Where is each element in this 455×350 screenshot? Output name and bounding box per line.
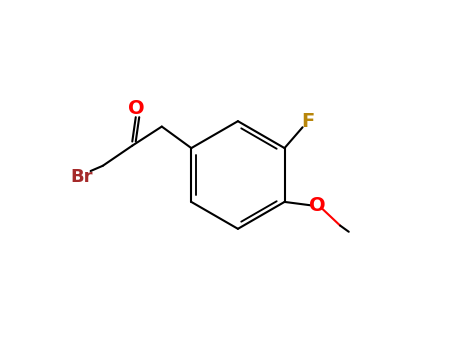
Text: F: F <box>301 112 314 131</box>
Text: O: O <box>309 196 326 215</box>
Text: Br: Br <box>71 168 93 186</box>
Text: O: O <box>128 99 145 118</box>
